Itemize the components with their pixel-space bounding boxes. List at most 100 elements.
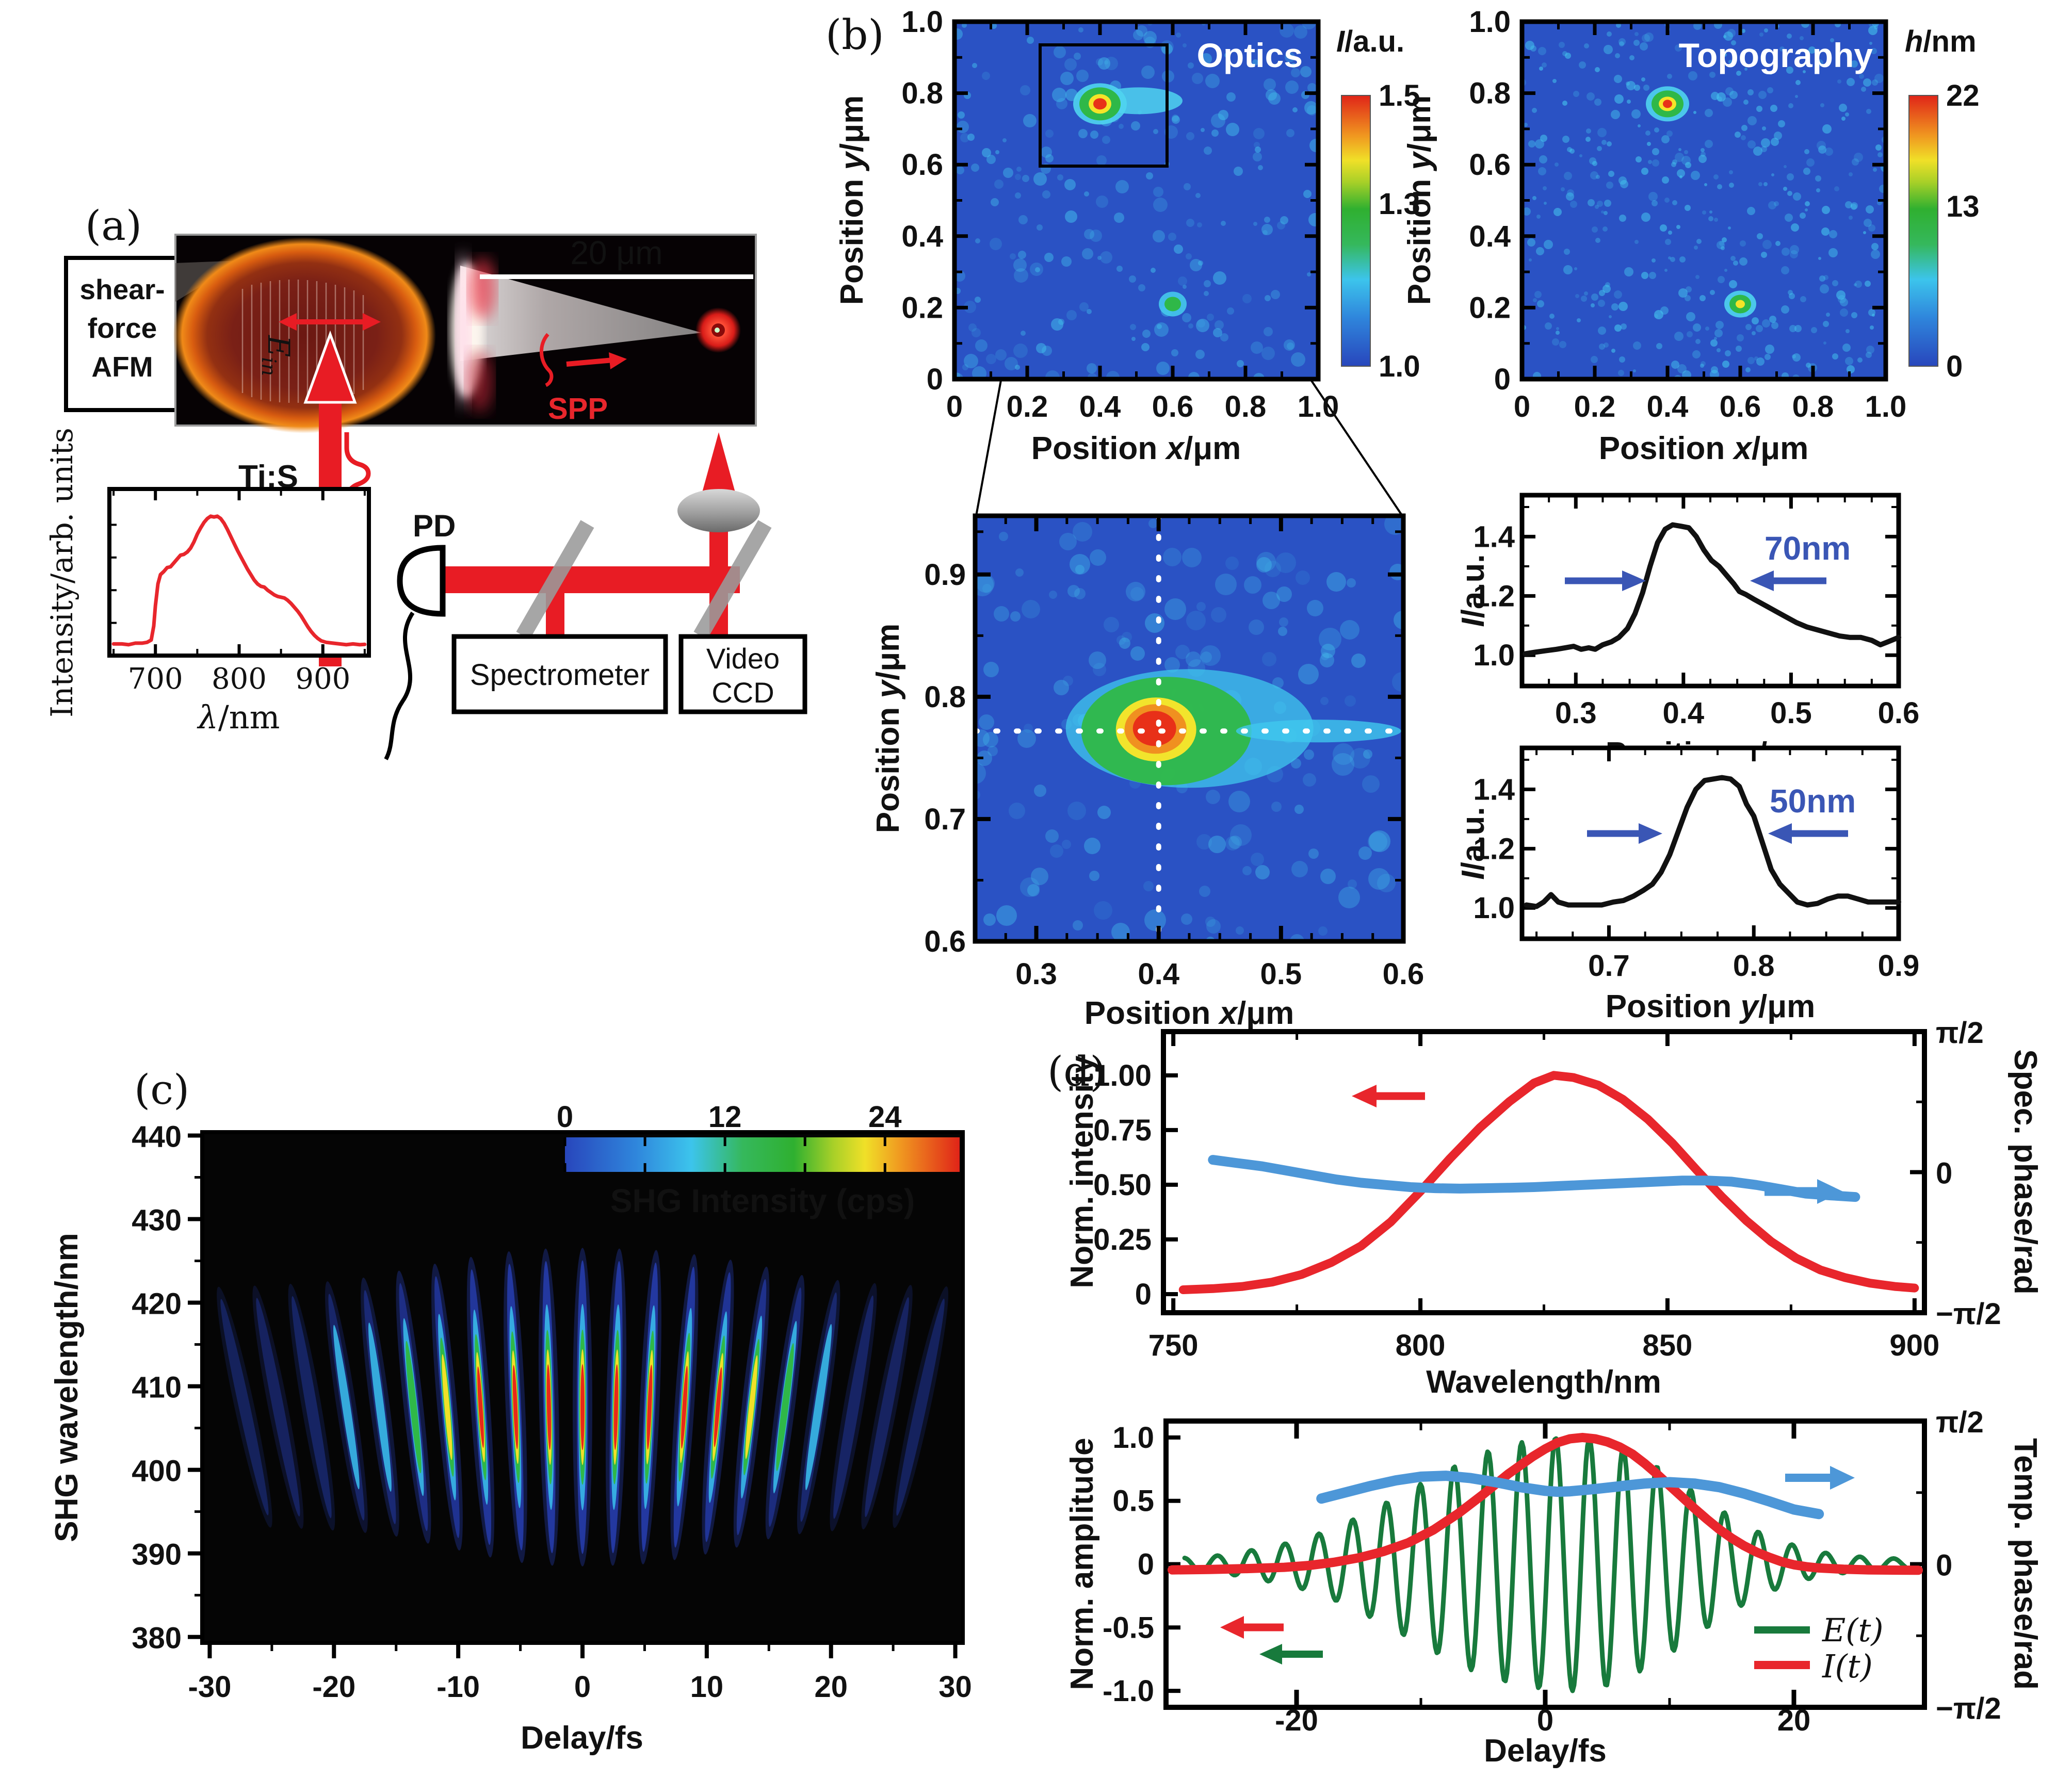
shear-force-afm-box: shear- force AFM (64, 256, 180, 412)
panel-b-label: (b) (825, 11, 884, 59)
panel-b-figure: (b) 0 0.2 0.4 0.6 0.8 1.0 0 0.2 0.4 0.6 0.8 1.0 Opt… (825, 5, 1980, 1031)
svg-text:1.2: 1.2 (1473, 579, 1515, 613)
svg-text:1.0: 1.0 (901, 5, 943, 39)
svg-text:900: 900 (1889, 1329, 1939, 1362)
svg-text:1.4: 1.4 (1473, 520, 1515, 553)
svg-text:0.4: 0.4 (1663, 696, 1705, 730)
svg-text:10: 10 (690, 1670, 724, 1704)
profile-x-ticklabels: 0.3 0.4 0.5 0.6 1.0 1.2 1.4 (1473, 520, 1919, 730)
svg-text:0.9: 0.9 (1878, 949, 1920, 983)
svg-text:−π/2: −π/2 (1936, 1692, 2001, 1725)
beamsplitter-1-icon (516, 520, 594, 640)
spp-arrow (540, 333, 627, 387)
video-ccd-line-1: Video (706, 642, 780, 675)
panel-d-figure: (d) 750 800 850 90000.250.500.751.00π/20−π/… (1047, 1016, 2043, 1769)
svg-text:0: 0 (1494, 363, 1511, 396)
svg-text:700: 700 (128, 662, 183, 696)
shg-ylabel: SHG wavelength/nm (49, 1233, 85, 1542)
optics-heatmap: 0 0.2 0.4 0.6 0.8 1.000.20.40.60.81.0 Optics … (834, 5, 1339, 466)
afm-line-3: AFM (91, 351, 153, 383)
legend-e-label: E(t) (1822, 1611, 1884, 1649)
zoom-ylabel: Position y/μm (870, 624, 906, 834)
optics-zoom-heatmap: 0.3 0.4 0.5 0.6 0.6 0.7 0.8 0.9 Position x/μm P… (870, 513, 1424, 1031)
video-ccd-box: Video CCD (678, 634, 807, 714)
temporal-arrows (1220, 1466, 1855, 1664)
svg-text:0.8: 0.8 (1733, 949, 1775, 983)
svg-text:1.0: 1.0 (1112, 1421, 1154, 1455)
optics-colorbar: I/a.u. 1.0 1.3 1.5 (1336, 25, 1420, 383)
beam-horizontal (442, 566, 740, 593)
optics-ticks (952, 20, 1320, 381)
spp-label: SPP (548, 392, 608, 426)
svg-text:410: 410 (132, 1371, 182, 1405)
svg-text:0.4: 0.4 (901, 220, 943, 253)
svg-text:24: 24 (868, 1100, 902, 1134)
scale-bar-label: 20 μm (570, 234, 662, 271)
svg-text:750: 750 (1148, 1329, 1199, 1362)
svg-text:0.50: 0.50 (1093, 1168, 1152, 1202)
zoom-ticklabels: 0.3 0.4 0.5 0.6 0.6 0.7 0.8 0.9 (924, 558, 1424, 991)
svg-text:0: 0 (1936, 1549, 1952, 1582)
e-in-arrow (279, 313, 381, 331)
scale-bar (480, 274, 753, 279)
panel-a-label: (a) (85, 202, 142, 250)
svg-text:-30: -30 (188, 1670, 232, 1704)
shg-colorbar-ticks (563, 1137, 886, 1172)
beam-vertical-upper (709, 527, 728, 568)
spectral-plot: 750 800 850 900 0 0.25 0.50 0.75 1.00 π/2 0 −π/2 No… (1064, 1016, 2043, 1400)
spectral-curves (1178, 1071, 1919, 1294)
svg-text:0.8: 0.8 (901, 77, 943, 110)
lens-icon (677, 489, 760, 532)
svg-text:900: 900 (295, 662, 350, 696)
afm-line-1: shear- (79, 273, 165, 305)
profile-x-curve (1523, 522, 1901, 657)
spectral-ticks (1163, 1030, 1924, 1315)
tis-spectrum-ylabel: Intensity/arb. units (44, 428, 79, 717)
tis-spectrum-curve (111, 514, 367, 647)
svg-text:0.2: 0.2 (1469, 291, 1511, 324)
svg-text:0.3: 0.3 (1015, 957, 1057, 991)
profile-y-xlabel: Position y/μm (1606, 989, 1816, 1024)
svg-text:0: 0 (1537, 1704, 1553, 1737)
profile-x-annotation: 70nm (1765, 530, 1851, 567)
svg-text:1.0: 1.0 (1473, 639, 1515, 672)
optics-title: Optics (1197, 36, 1303, 74)
svg-text:0.8: 0.8 (1225, 390, 1267, 423)
svg-text:1.00: 1.00 (1093, 1059, 1152, 1092)
svg-text:0: 0 (1138, 1548, 1154, 1581)
svg-text:0.4: 0.4 (1138, 957, 1179, 991)
shg-ticks (188, 1133, 958, 1658)
svg-text:1.5: 1.5 (1379, 79, 1420, 112)
svg-text:0.6: 0.6 (1720, 390, 1761, 423)
topo-colorbar-title: h/nm (1905, 25, 1977, 58)
svg-text:-0.5: -0.5 (1103, 1611, 1154, 1644)
topography-heatmap: 0 0.2 0.4 0.6 0.8 1.0 0 0.2 0.4 0.6 0.8 1.0 Topogra… (1402, 5, 1906, 466)
svg-text:0: 0 (1514, 390, 1530, 423)
profile-y-ylabel: I/a.u. (1455, 807, 1491, 879)
afm-line-2: force (88, 312, 157, 344)
topo-speckle (1522, 22, 1886, 379)
svg-text:1.0: 1.0 (1865, 390, 1907, 423)
svg-text:0.9: 0.9 (924, 558, 966, 592)
zoom-crosshair (975, 516, 1403, 941)
spectral-ticklabels: 750 800 850 900 0 0.25 0.50 0.75 1.00 π/2 0 −π/2 (1093, 1016, 2001, 1362)
shg-colorbar-labels: 0 12 24 (557, 1100, 902, 1134)
svg-text:800: 800 (1396, 1329, 1446, 1362)
svg-text:0.3: 0.3 (1555, 696, 1597, 730)
svg-text:0: 0 (946, 390, 963, 423)
topo-ticklabels: 0 0.2 0.4 0.6 0.8 1.0 0 0.2 0.4 0.6 0.8 1.0 (1469, 5, 1906, 423)
svg-text:380: 380 (132, 1622, 182, 1655)
optics-colorbar-labels: 1.0 1.3 1.5 (1379, 79, 1420, 383)
legend-i-label: I(t) (1822, 1647, 1873, 1685)
svg-text:0.25: 0.25 (1093, 1223, 1152, 1256)
svg-text:0.8: 0.8 (924, 680, 966, 714)
svg-text:1.0: 1.0 (1473, 891, 1515, 925)
profile-y-arrows (1587, 823, 1848, 844)
photodiode-icon (397, 545, 446, 617)
profile-y-ticklabels: 0.7 0.8 0.9 1.0 1.2 1.4 (1473, 773, 1919, 983)
zoom-xlabel: Position x/μm (1084, 995, 1294, 1031)
svg-text:20: 20 (814, 1670, 848, 1704)
svg-text:12: 12 (708, 1100, 742, 1134)
tip-microscope-image: 20 μm Ein SPP (173, 234, 757, 433)
svg-text:−π/2: −π/2 (1936, 1297, 2001, 1331)
